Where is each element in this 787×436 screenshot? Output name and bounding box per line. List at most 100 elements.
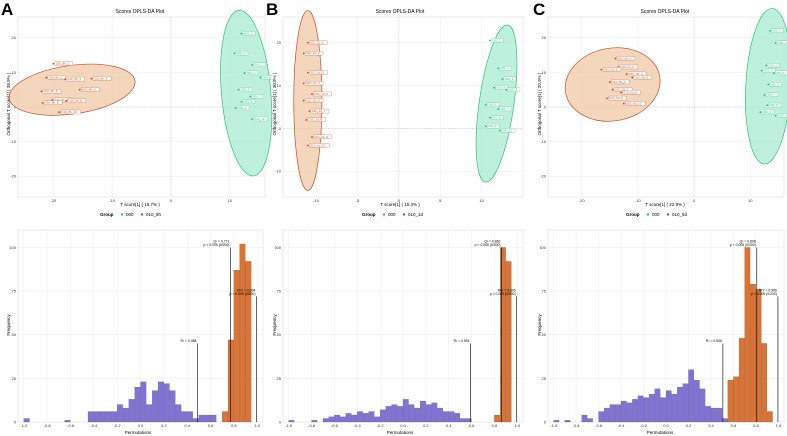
panel-letter-b: B bbox=[266, 0, 278, 19]
perm-xlabel-c: Permutations bbox=[647, 430, 674, 435]
x-tick-label: -20 bbox=[50, 198, 57, 203]
x-tick-label: 10 bbox=[479, 198, 484, 203]
y-tick-label: 20 bbox=[12, 35, 17, 40]
score-point bbox=[58, 111, 61, 114]
x-tick-label: 0.0 bbox=[138, 423, 144, 428]
score-point bbox=[302, 52, 305, 55]
point-label: 010_8h_5 bbox=[82, 87, 96, 91]
point-label-box bbox=[305, 51, 324, 56]
score-point bbox=[64, 78, 66, 81]
hist-bar-q2 bbox=[152, 390, 158, 423]
x-tick-label: 0.0 bbox=[663, 423, 669, 428]
annotation-r2y-p: p < 0.005 (0/200) bbox=[751, 292, 777, 296]
point-label-box bbox=[66, 76, 85, 82]
point-label: 010_1d_2 bbox=[306, 51, 320, 55]
hist-bar-q2 bbox=[146, 404, 153, 423]
legend-label-treatment: 010_1d bbox=[408, 212, 424, 217]
point-label: 010_8h_1 bbox=[56, 62, 70, 66]
hist-bar-q2 bbox=[677, 386, 683, 423]
point-label-box bbox=[92, 76, 112, 81]
point-label-box bbox=[608, 95, 627, 101]
score-point bbox=[234, 107, 237, 109]
point-label: 010_8h_8 bbox=[69, 99, 83, 103]
point-label-box bbox=[313, 91, 332, 97]
score-point bbox=[243, 72, 246, 74]
hist-bar-q2 bbox=[87, 411, 94, 423]
point-label: 000_10 bbox=[778, 113, 787, 117]
x-tick-label: -1.0 bbox=[550, 423, 558, 428]
point-label-box bbox=[619, 64, 638, 70]
x-tick-label: -0.2 bbox=[640, 423, 648, 428]
annotation-r2y-p: p < 0.005 (0/200) bbox=[490, 292, 516, 296]
y-tick-label: 10 bbox=[542, 70, 547, 75]
hist-bar-q2 bbox=[425, 404, 432, 423]
hist-bar-r2y bbox=[738, 338, 745, 423]
confidence-ellipse-control bbox=[745, 8, 787, 165]
score-point bbox=[600, 68, 603, 71]
score-point bbox=[631, 76, 634, 79]
score-legend-b: Group 000 010_1d bbox=[362, 212, 424, 217]
score-point bbox=[608, 81, 611, 83]
y-tick-label: 50 bbox=[12, 332, 17, 337]
point-label: 010_1d_9 bbox=[314, 135, 328, 139]
score-point bbox=[45, 76, 48, 79]
score-point bbox=[233, 52, 236, 55]
point-label-box bbox=[491, 115, 504, 120]
hist-bar-r2y bbox=[239, 243, 246, 423]
point-label-box bbox=[491, 38, 504, 43]
point-label: 000_5 bbox=[509, 88, 518, 92]
point-label: 010_1d_8 bbox=[309, 118, 323, 122]
annotation-r2: R² = 0.506 bbox=[706, 339, 722, 343]
x-tick-label: -1.0 bbox=[285, 423, 293, 428]
hist-bar-q2 bbox=[665, 390, 672, 423]
hist-bar-q2 bbox=[385, 406, 392, 423]
x-tick-label: 0.6 bbox=[731, 423, 737, 428]
point-label: 000_5 bbox=[776, 71, 785, 75]
y-tick-label: 25 bbox=[277, 376, 282, 381]
point-label: 000_7 bbox=[501, 107, 510, 111]
score-point bbox=[484, 103, 487, 106]
hist-bar-r2y bbox=[245, 261, 252, 423]
point-label: 010_1d_10 bbox=[310, 143, 325, 147]
legend-marker-treatment bbox=[402, 213, 406, 216]
point-label: 010_5d_8 bbox=[624, 90, 638, 94]
y-tick-label: 20 bbox=[542, 35, 547, 40]
point-label: 000_6 bbox=[488, 103, 497, 107]
hist-bar-q2 bbox=[328, 416, 335, 423]
x-tick-label: -0.2 bbox=[377, 423, 385, 428]
hist-bar-q2 bbox=[437, 407, 443, 423]
x-tick-label: 0.4 bbox=[708, 423, 714, 428]
hist-bar-q2 bbox=[693, 380, 700, 423]
score-point bbox=[497, 108, 500, 111]
point-label: 000_1 bbox=[772, 29, 781, 33]
hist-bar-q2 bbox=[587, 418, 593, 423]
x-tick-label: 1.0 bbox=[515, 423, 521, 428]
x-tick-label: 0.6 bbox=[208, 423, 214, 428]
x-tick-label: -5 bbox=[356, 198, 360, 203]
point-label: 000_9 bbox=[238, 106, 247, 110]
hist-bar-r2y bbox=[494, 414, 501, 423]
point-label: 000_6 bbox=[241, 87, 250, 91]
legend-label-000: 000 bbox=[652, 212, 660, 217]
perm-plot-b-perm: -1.0 -0.8 -0.6 -0.4 -0.2 0.0 0.2 0.4 0.6 0.8 1.0 10… bbox=[274, 229, 524, 428]
score-point bbox=[306, 144, 309, 147]
annotation-r2: R² = 0.488 bbox=[180, 339, 196, 343]
x-tick-label: -1.0 bbox=[20, 423, 28, 428]
hist-bar-q2 bbox=[380, 409, 386, 423]
score-point bbox=[625, 73, 628, 76]
point-label: 010_5d_4 bbox=[629, 72, 643, 76]
hist-bar-q2 bbox=[643, 397, 650, 423]
hist-bar-q2 bbox=[420, 400, 426, 423]
hist-bar-q2 bbox=[626, 402, 633, 423]
hist-bar-q2 bbox=[140, 381, 147, 423]
hist-bar-q2 bbox=[181, 411, 188, 423]
y-tick-label: 10 bbox=[12, 70, 17, 75]
score-point bbox=[772, 72, 775, 74]
x-tick-label: 0 bbox=[398, 198, 401, 203]
score-plot-b-score: -10 -5 0 5 1020100-10000_1000_2000_3000_4000… bbox=[275, 10, 524, 203]
hist-bar-q2 bbox=[334, 414, 341, 423]
point-label: 000_7 bbox=[253, 94, 262, 98]
perm-ylabel-b: Frequency bbox=[272, 314, 277, 336]
point-label: 010_5d_2 bbox=[621, 65, 635, 69]
hist-bar-q2 bbox=[23, 418, 30, 423]
